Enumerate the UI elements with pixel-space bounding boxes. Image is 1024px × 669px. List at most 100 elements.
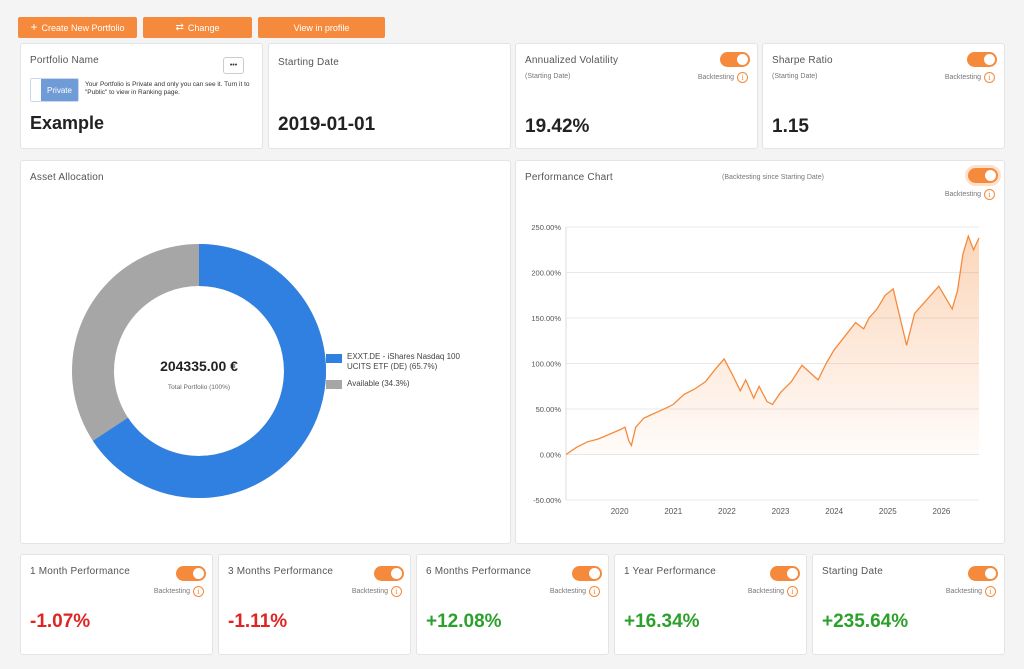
performance-subtitle: (Backtesting since Starting Date) [722, 174, 824, 181]
sharpe-backtesting-toggle[interactable] [967, 52, 997, 67]
sharpe-card: Sharpe Ratio (Starting Date) Backtesting… [762, 43, 1005, 149]
asset-allocation-title: Asset Allocation [30, 172, 104, 183]
series-area [566, 236, 979, 455]
y-tick-label: 250.00% [531, 223, 561, 232]
more-dots-icon: ••• [229, 62, 238, 69]
view-profile-button[interactable]: View in profile [258, 17, 385, 38]
info-icon[interactable]: i [985, 586, 996, 597]
performance-card-backtesting: Backtesting i [154, 586, 204, 597]
x-tick-label: 2026 [933, 507, 951, 516]
y-tick-label: 0.00% [540, 451, 562, 460]
performance-card-value: +235.64% [822, 611, 909, 632]
performance-card: 1 Month Performance Backtesting i -1.07% [20, 554, 213, 655]
legend-swatch-blue [326, 354, 342, 363]
info-icon[interactable]: i [391, 586, 402, 597]
legend-item-exxt[interactable]: EXXT.DE - iShares Nasdaq 100 UCITS ETF (… [326, 352, 460, 372]
performance-card-value: -1.11% [228, 611, 288, 632]
performance-card: 6 Months Performance Backtesting i +12.0… [416, 554, 609, 655]
info-icon[interactable]: i [737, 72, 748, 83]
sharpe-subtitle: (Starting Date) [772, 73, 818, 80]
performance-card-title: 1 Month Performance [30, 566, 130, 577]
performance-card-toggle[interactable] [770, 566, 800, 581]
volatility-backtesting: Backtesting i [698, 72, 748, 83]
x-tick-label: 2020 [611, 507, 629, 516]
backtesting-label: Backtesting [549, 588, 586, 595]
performance-card-backtesting: Backtesting i [550, 586, 600, 597]
x-tick-label: 2024 [825, 507, 843, 516]
allocation-legend: EXXT.DE - iShares Nasdaq 100 UCITS ETF (… [326, 352, 460, 389]
x-tick-label: 2022 [718, 507, 736, 516]
legend-label-exxt-1: EXXT.DE - iShares Nasdaq 100 [347, 352, 460, 361]
backtesting-label: Backtesting [944, 74, 981, 81]
performance-card-toggle[interactable] [176, 566, 206, 581]
backtesting-label: Backtesting [747, 588, 784, 595]
x-tick-label: 2025 [879, 507, 897, 516]
performance-card: 1 Year Performance Backtesting i +16.34% [614, 554, 807, 655]
privacy-note: Your Portfolio is Private and only you c… [85, 81, 250, 96]
total-label: Total Portfolio (100%) [167, 384, 231, 391]
info-icon[interactable]: i [787, 586, 798, 597]
plus-icon: + [30, 20, 38, 34]
performance-card-title: 1 Year Performance [624, 566, 716, 577]
privacy-label: Private [47, 85, 72, 95]
performance-backtesting-toggle[interactable] [968, 168, 998, 183]
performance-card-toggle[interactable] [374, 566, 404, 581]
performance-title: Performance Chart [525, 172, 613, 183]
x-tick-label: 2023 [772, 507, 790, 516]
backtesting-label: Backtesting [944, 191, 981, 198]
create-portfolio-label: Create New Portfolio [41, 22, 125, 33]
legend-item-available[interactable]: Available (34.3%) [326, 379, 460, 389]
performance-card-title: 3 Months Performance [228, 566, 334, 577]
performance-card-backtesting: Backtesting i [748, 586, 798, 597]
sharpe-backtesting: Backtesting i [945, 72, 995, 83]
sharpe-value: 1.15 [772, 116, 809, 137]
x-tick-label: 2021 [664, 507, 682, 516]
performance-chart-card: Performance Chart (Backtesting since Sta… [515, 160, 1005, 544]
portfolio-name-title: Portfolio Name [30, 55, 99, 66]
legend-label-available: Available (34.3%) [347, 379, 410, 388]
performance-card-value: +12.08% [426, 611, 502, 632]
donut-slice-exxt[interactable] [72, 244, 326, 498]
portfolio-name-card: Portfolio Name ••• Private Your Portfoli… [20, 43, 263, 149]
view-profile-label: View in profile [293, 22, 350, 33]
more-options-button[interactable]: ••• [223, 57, 244, 74]
backtesting-label: Backtesting [351, 588, 388, 595]
volatility-subtitle: (Starting Date) [525, 73, 571, 80]
performance-card-title: Starting Date [822, 566, 883, 577]
performance-card-value: +16.34% [624, 611, 700, 632]
y-tick-label: -50.00% [533, 496, 561, 505]
total-value: 204335.00 € [160, 358, 238, 374]
y-tick-label: 100.00% [531, 360, 561, 369]
series-line[interactable] [565, 234, 980, 456]
starting-date-card: Starting Date 2019-01-01 [268, 43, 511, 149]
y-tick-label: 150.00% [531, 314, 561, 323]
backtesting-label: Backtesting [153, 588, 190, 595]
change-button[interactable]: ⇄ Change [143, 17, 252, 38]
performance-card-backtesting: Backtesting i [352, 586, 402, 597]
volatility-card: Annualized Volatility (Starting Date) Ba… [515, 43, 758, 149]
privacy-toggle[interactable]: Private [30, 78, 79, 102]
performance-card: 3 Months Performance Backtesting i -1.11… [218, 554, 411, 655]
performance-card-toggle[interactable] [572, 566, 602, 581]
starting-date-value: 2019-01-01 [278, 114, 376, 135]
starting-date-title: Starting Date [278, 57, 339, 68]
performance-card-title: 6 Months Performance [426, 566, 532, 577]
legend-swatch-gray [326, 380, 342, 389]
performance-chart: 250.00% 200.00% 150.00% 100.00% 50.00% 0.00% -… [531, 223, 980, 516]
volatility-backtesting-toggle[interactable] [720, 52, 750, 67]
info-icon[interactable]: i [984, 189, 995, 200]
info-icon[interactable]: i [193, 586, 204, 597]
swap-arrows-icon: ⇄ [175, 22, 184, 33]
create-portfolio-button[interactable]: + Create New Portfolio [18, 17, 137, 38]
info-icon[interactable]: i [984, 72, 995, 83]
allocation-donut [72, 244, 326, 498]
info-icon[interactable]: i [589, 586, 600, 597]
backtesting-label: Backtesting [945, 588, 982, 595]
backtesting-label: Backtesting [697, 74, 734, 81]
performance-card-toggle[interactable] [968, 566, 998, 581]
change-label: Change [187, 22, 220, 33]
y-tick-label: 50.00% [536, 405, 562, 414]
asset-allocation-card: Asset Allocation 204335.00 € Total Portf… [20, 160, 511, 544]
volatility-value: 19.42% [525, 116, 590, 137]
y-tick-label: 200.00% [531, 269, 561, 278]
